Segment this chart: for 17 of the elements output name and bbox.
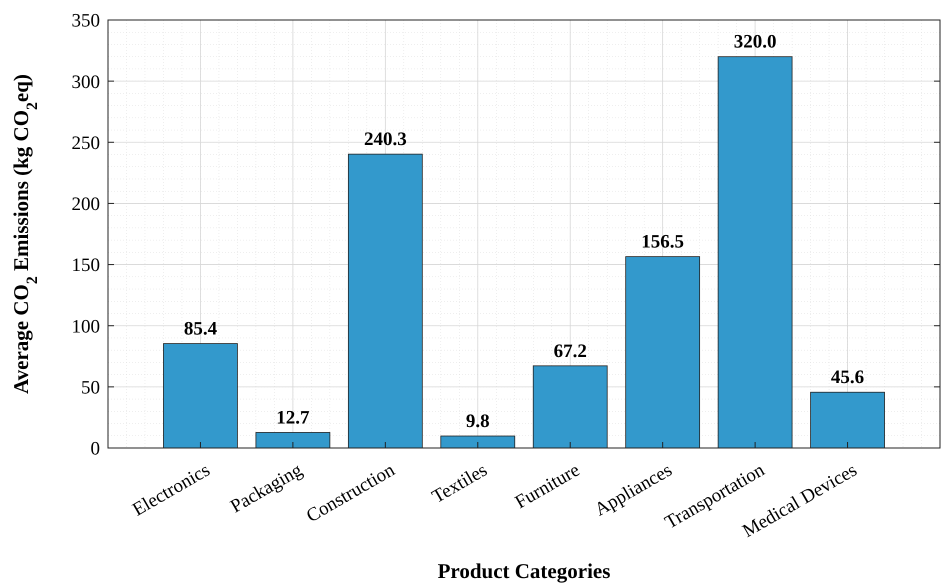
y-tick-label: 200 [72,194,100,216]
data-label: 12.7 [276,407,310,428]
y-tick-label: 100 [72,316,100,338]
y-tick-label: 300 [72,72,100,93]
x-axis-title: Product Categories [438,559,610,583]
data-label: 156.5 [641,232,684,253]
data-label: 320.0 [734,32,776,53]
data-label: 45.6 [830,367,864,388]
y-tick-label: 350 [72,10,100,32]
y-tick-label: 150 [72,255,100,276]
data-label: 67.2 [554,340,587,362]
data-label: 240.3 [364,129,407,150]
y-tick-label: 250 [72,132,100,154]
data-label: 85.4 [184,318,218,340]
y-tick-label: 50 [81,378,100,399]
y-tick-label: 0 [90,438,100,460]
data-label: 9.8 [466,411,490,432]
